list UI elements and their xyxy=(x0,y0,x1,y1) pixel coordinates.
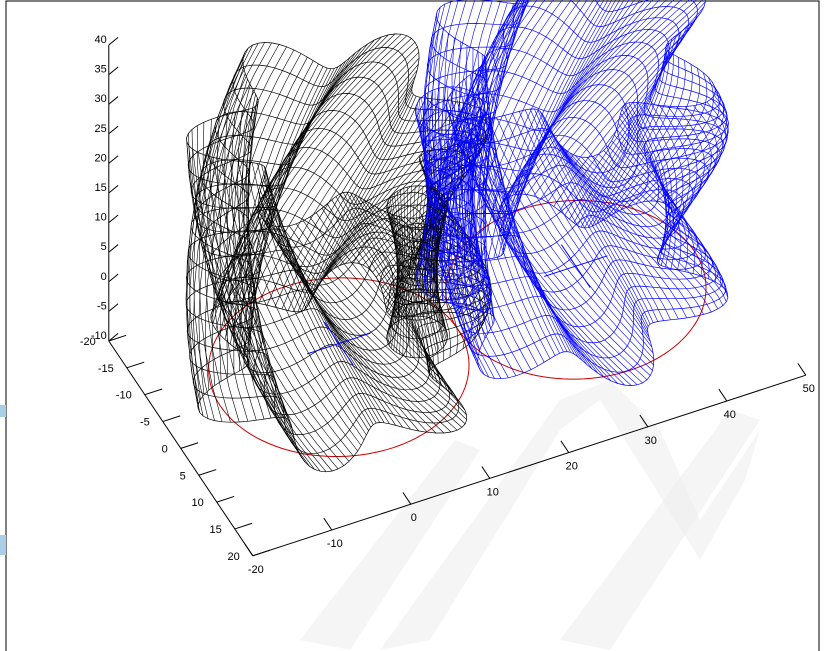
gear-generator xyxy=(570,153,718,309)
y-tick-label: -10 xyxy=(116,390,132,402)
x-tick-label: -10 xyxy=(327,538,343,550)
x-tick-mark xyxy=(245,544,253,556)
gear-generator xyxy=(190,52,246,419)
gear-generator xyxy=(258,164,371,428)
y-tick-mark xyxy=(145,389,162,395)
z-tick-mark xyxy=(109,67,118,75)
x-tick-mark xyxy=(719,389,727,401)
y-tick-label: 15 xyxy=(210,524,222,536)
x-tick-label: -20 xyxy=(248,564,264,576)
z-tick-label: 5 xyxy=(101,241,107,253)
z-tick-mark xyxy=(109,156,118,164)
z-tick-mark xyxy=(109,245,118,253)
z-tick-mark xyxy=(109,126,118,134)
z-tick-label: 15 xyxy=(95,182,107,194)
y-tick-mark xyxy=(199,470,216,476)
y-tick-label: 20 xyxy=(228,551,240,563)
x-tick-label: 40 xyxy=(724,409,736,421)
gear-wireframes xyxy=(186,0,729,472)
y-tick-label: -5 xyxy=(140,417,150,429)
z-tick-label: 20 xyxy=(95,152,107,164)
gear-generator xyxy=(465,79,592,369)
y-tick-mark xyxy=(109,335,126,341)
x-tick-mark xyxy=(324,518,332,530)
x-tick-label: 50 xyxy=(803,383,815,395)
z-tick-label: 10 xyxy=(95,212,107,224)
y-tick-mark xyxy=(217,496,234,502)
watermark xyxy=(300,380,760,650)
y-tick-mark xyxy=(127,362,144,368)
gear-generator xyxy=(488,119,654,359)
y-tick-mark xyxy=(181,443,198,449)
z-tick-label: 0 xyxy=(101,271,107,283)
y-tick-mark xyxy=(235,523,252,529)
x-tick-mark xyxy=(798,363,806,375)
window-edge-marks xyxy=(0,405,6,555)
gear-generator xyxy=(608,146,716,282)
y-tick-label: 10 xyxy=(192,497,204,509)
z-tick-mark xyxy=(109,97,118,105)
y-tick-label: -15 xyxy=(98,363,114,375)
x-tick-mark xyxy=(482,467,490,479)
x-tick-label: 0 xyxy=(411,512,417,524)
x-tick-label: 10 xyxy=(487,486,499,498)
z-tick-label: 30 xyxy=(95,93,107,105)
gear-generator xyxy=(206,47,287,390)
y-tick-mark xyxy=(253,550,270,556)
gear-generator xyxy=(264,166,376,423)
x-tick-label: 30 xyxy=(645,435,657,447)
z-tick-label: 35 xyxy=(95,64,107,76)
z-tick-mark xyxy=(109,37,118,45)
z-tick-mark xyxy=(109,304,118,312)
y-tick-label: 0 xyxy=(162,443,168,455)
gear-generator xyxy=(244,66,323,368)
z-tick-label: 40 xyxy=(95,34,107,46)
z-tick-label: -5 xyxy=(97,300,107,312)
x-tick-label: 20 xyxy=(566,461,578,473)
x-tick-mark xyxy=(561,441,569,453)
y-tick-label: 5 xyxy=(180,470,186,482)
z-tick-label: -10 xyxy=(91,330,107,342)
z-tick-mark xyxy=(109,215,118,223)
y-tick-mark xyxy=(163,416,180,422)
z-tick-mark xyxy=(109,185,118,193)
z-tick-label: 25 xyxy=(95,123,107,135)
gear-axis-mark xyxy=(561,245,590,288)
gear-generator xyxy=(575,156,723,306)
z-tick-mark xyxy=(109,274,118,282)
